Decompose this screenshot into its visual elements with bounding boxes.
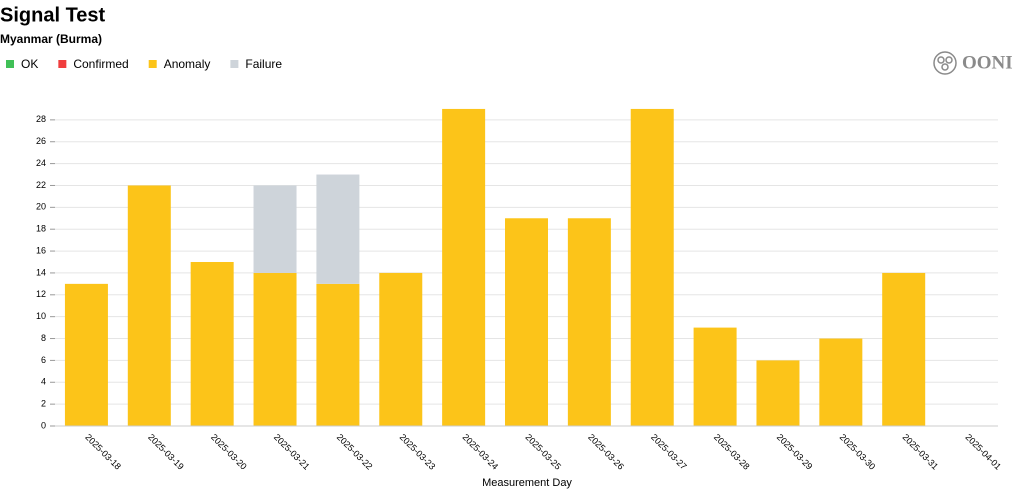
y-tick-label: 2 [41,399,46,409]
bar-segment [190,262,234,426]
y-tick-label: 18 [36,224,46,234]
x-tick-label: 2025-03-31 [901,432,941,472]
bar-segment [442,108,486,426]
y-tick-label: 28 [36,114,46,124]
y-tick-label: 14 [36,267,46,277]
x-tick-label: 2025-03-23 [398,432,438,472]
bar-segment [819,338,863,426]
legend-label: Failure [245,57,282,71]
x-tick-label: 2025-03-29 [775,432,815,472]
x-tick-label: 2025-03-27 [649,432,689,472]
y-tick-label: 20 [36,202,46,212]
bar-segment [316,283,360,426]
bar-segment [253,272,297,426]
bar-segment [756,360,800,426]
bar-segment [64,283,108,426]
chart-title: Signal Test [0,4,106,26]
x-tick-label: 2025-03-22 [335,432,375,472]
bar-segment [882,272,926,426]
x-tick-label: 2025-03-25 [523,432,563,472]
legend-label: Anomaly [164,57,211,71]
bar-segment [316,174,360,284]
bar-segment [693,327,737,426]
x-tick-label: 2025-03-30 [838,432,878,472]
bar-segment [379,272,423,426]
logo-text: OONI [962,52,1013,73]
legend-swatch [148,60,157,68]
legend-swatch [6,60,14,68]
bar-segment [127,185,171,426]
legend-label: OK [21,57,38,71]
x-tick-label: 2025-03-19 [146,432,186,472]
x-tick-label: 2025-04-01 [963,432,1003,472]
y-tick-label: 10 [36,311,46,321]
y-tick-label: 24 [36,158,46,168]
x-tick-label: 2025-03-20 [209,432,249,472]
y-tick-label: 6 [41,355,46,365]
legend-label: Confirmed [73,57,128,71]
y-tick-label: 4 [41,377,46,387]
y-tick-label: 22 [36,180,46,190]
y-tick-label: 0 [41,420,46,430]
chart-subtitle: Myanmar (Burma) [0,32,102,46]
x-tick-label: 2025-03-18 [83,432,123,472]
bar-segment [630,108,674,426]
x-tick-label: 2025-03-21 [272,432,312,472]
legend-swatch [230,60,239,68]
y-tick-label: 12 [36,289,46,299]
legend-swatch [58,60,67,68]
x-tick-label: 2025-03-28 [712,432,752,472]
y-tick-label: 8 [41,333,46,343]
logo-icon [933,51,957,75]
bar-segment [253,185,297,273]
bar-segment [567,218,611,426]
y-tick-label: 26 [36,136,46,146]
y-tick-label: 16 [36,245,46,255]
bar-segment [505,218,548,426]
x-axis-label: Measurement Day [482,477,572,489]
x-tick-label: 2025-03-24 [461,432,501,472]
x-tick-label: 2025-03-26 [586,432,626,472]
